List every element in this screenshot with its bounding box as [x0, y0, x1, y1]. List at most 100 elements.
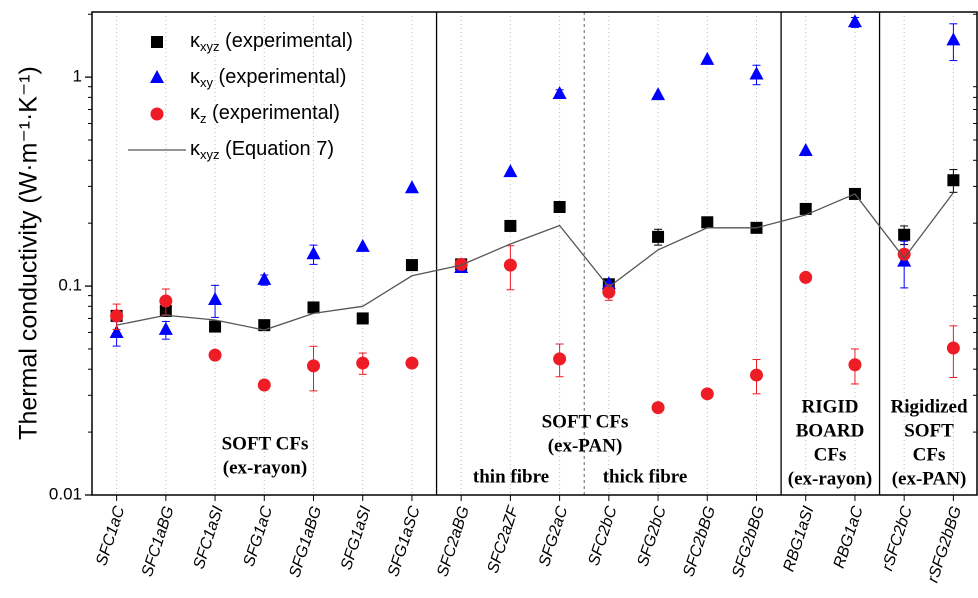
marker-square [553, 201, 566, 214]
legend-subscript: xyz [200, 147, 220, 162]
group-annotation: CFs [913, 444, 946, 465]
group-annotation: thick fibre [603, 466, 688, 487]
marker-triangle [552, 86, 567, 100]
marker-triangle [503, 164, 518, 178]
marker-circle [208, 348, 222, 362]
marker-circle [257, 378, 271, 392]
y-tick-label: 0.01 [49, 484, 82, 503]
group-annotation: thin fibre [473, 466, 549, 487]
group-annotation: CFs [814, 444, 847, 465]
legend-symbol: κ [190, 66, 201, 88]
marker-circle [405, 356, 419, 370]
legend-text: (experimental) [213, 66, 346, 88]
x-tick-label: SFG2bBG [729, 504, 768, 579]
y-tick-label: 0.1 [58, 276, 82, 295]
marker-triangle [847, 14, 862, 28]
legend-symbol: κ [190, 138, 201, 160]
marker-circle [750, 368, 763, 382]
marker-circle [848, 358, 862, 372]
x-tick-label: SFC1aSI [191, 504, 227, 572]
marker-square [151, 36, 163, 48]
x-tick-label: SFG1aC [241, 504, 277, 569]
x-tick-label: SFC2bBG [680, 504, 719, 579]
marker-square [307, 301, 320, 314]
marker-square [898, 228, 911, 241]
group-annotation: RIGID [801, 396, 858, 417]
y-tick-label: 1 [73, 67, 82, 86]
legend-text: (experimental) [220, 30, 353, 52]
marker-circle [799, 270, 813, 284]
marker-circle [897, 247, 911, 261]
group-annotation: SOFT [904, 420, 954, 441]
marker-circle [503, 258, 517, 272]
x-tick-label: SFG1aSC [385, 504, 424, 579]
marker-square [947, 174, 960, 187]
marker-triangle [306, 246, 321, 260]
y-axis-label: Thermal conductivity (W·m⁻¹·K⁻¹) [15, 66, 43, 440]
marker-triangle [355, 238, 370, 252]
x-tick-label: SFG2bC [634, 504, 670, 569]
x-tick-label: RBG1aSI [780, 504, 817, 574]
model-line [116, 192, 954, 331]
marker-circle [307, 359, 320, 373]
marker-square [258, 319, 271, 332]
legend-symbol: κ [190, 30, 201, 52]
marker-circle [150, 107, 164, 121]
marker-square [209, 320, 222, 333]
marker-square [701, 216, 714, 229]
marker-triangle [109, 325, 124, 339]
marker-triangle [208, 291, 223, 305]
x-tick-label: SFG2aC [536, 504, 572, 569]
marker-circle [553, 352, 567, 366]
legend-label: κxyz (Equation 7) [190, 138, 334, 162]
x-tick-label: SFC2bC [586, 504, 621, 568]
marker-triangle [601, 276, 616, 290]
x-tick-label: rSFC2bC [879, 504, 916, 573]
x-tick-label: rSFG2bBG [925, 504, 966, 585]
marker-square [799, 202, 812, 215]
marker-circle [454, 257, 468, 271]
marker-circle [700, 387, 714, 401]
legend-text: (experimental) [207, 102, 340, 124]
group-annotation: (ex-rayon) [223, 457, 307, 478]
x-tick-label: SFC1aC [93, 504, 128, 568]
group-annotation: (ex-PAN) [548, 435, 623, 456]
marker-triangle [651, 87, 666, 101]
legend-subscript: z [200, 111, 207, 126]
x-tick-label: SFG1aSI [338, 504, 375, 572]
group-annotation: (ex-rayon) [788, 468, 872, 489]
marker-circle [159, 294, 173, 308]
marker-circle [651, 401, 665, 415]
legend-subscript: xy [200, 75, 214, 90]
marker-circle [356, 356, 370, 370]
x-tick-label: SFC2aBG [434, 504, 473, 579]
marker-square [405, 259, 418, 272]
group-annotation: SOFT CFs [222, 433, 309, 454]
marker-triangle [404, 180, 419, 194]
marker-circle [602, 285, 616, 299]
marker-square [356, 312, 369, 325]
group-annotation: SOFT CFs [542, 411, 629, 432]
x-tick-label: RBG1aC [831, 504, 867, 571]
legend-text: (Equation 7) [220, 138, 335, 160]
marker-circle [110, 309, 124, 323]
marker-triangle [150, 70, 164, 83]
legend-symbol: κ [190, 102, 201, 124]
x-tick-label: SFG1aBG [286, 504, 325, 579]
group-annotation: BOARD [796, 420, 865, 441]
marker-triangle [798, 143, 813, 157]
x-tick-label: SFC1aBG [139, 504, 178, 579]
legend-label: κxy (experimental) [190, 66, 346, 90]
legend-label: κxyz (experimental) [190, 30, 353, 54]
marker-triangle [257, 271, 272, 285]
group-annotation: Rigidized [890, 396, 967, 417]
marker-triangle [700, 51, 715, 65]
marker-square [652, 230, 665, 243]
marker-triangle [749, 66, 764, 80]
legend-subscript: xyz [200, 39, 220, 54]
marker-square [504, 219, 517, 232]
marker-triangle [946, 32, 961, 46]
marker-circle [946, 341, 960, 355]
